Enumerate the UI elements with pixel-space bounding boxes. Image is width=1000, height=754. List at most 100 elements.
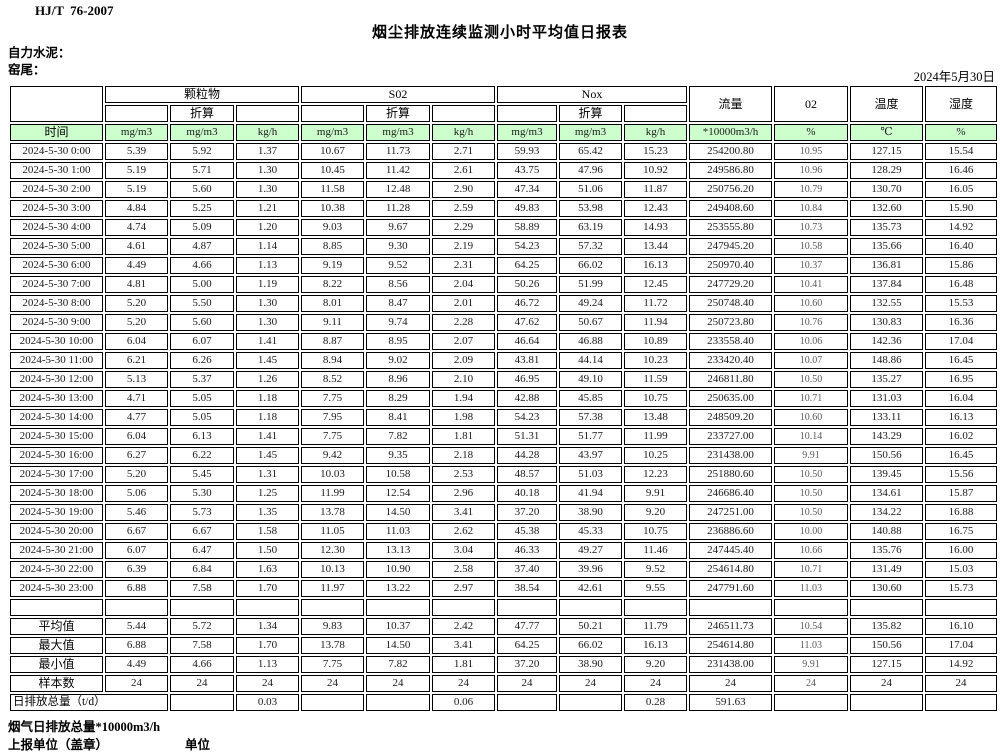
value-cell: 16.13 [624,637,687,654]
value-cell: 15.90 [925,200,997,217]
value-cell: 4.84 [105,200,168,217]
value-cell: 6.07 [170,333,234,350]
value-cell: 3.04 [432,542,495,559]
value-cell: 148.86 [850,352,923,369]
total-row-label: 日排放总量（t/d） [10,694,168,711]
value-cell: 2.90 [432,181,495,198]
value-cell: 12.45 [624,276,687,293]
data-row: 2024-5-30 9:00 5.20 5.60 1.30 9.11 9.74 2.28 47… [10,314,997,331]
value-cell: 10.50 [774,466,848,483]
value-cell: 10.13 [301,561,364,578]
value-cell: 10.54 [774,618,848,635]
value-cell: 10.41 [774,276,848,293]
value-cell: 5.72 [170,618,234,635]
value-cell: 8.29 [366,390,430,407]
value-cell: 11.73 [366,143,430,160]
value-cell: 7.82 [366,428,430,445]
value-cell: 11.79 [624,618,687,635]
value-cell: 233420.40 [689,352,772,369]
value-cell: 6.04 [105,333,168,350]
value-cell: 1.58 [236,523,299,540]
time-cell: 2024-5-30 11:00 [10,352,103,369]
value-cell: 1.18 [236,409,299,426]
value-cell: 4.66 [170,656,234,673]
value-cell: 247791.60 [689,580,772,597]
value-cell: 1.30 [236,295,299,312]
value-cell: 9.83 [301,618,364,635]
value-cell: 7.75 [301,656,364,673]
value-cell: 10.76 [774,314,848,331]
empty-cell [774,694,848,711]
value-cell: 53.98 [559,200,622,217]
value-cell: 12.23 [624,466,687,483]
value-cell: 16.95 [925,371,997,388]
value-cell: 50.21 [559,618,622,635]
value-cell: 16.13 [925,409,997,426]
summary-row: 最小值 4.49 4.66 1.13 7.75 7.82 1.81 37.20 38.90 9.2… [10,656,997,673]
value-cell: 246511.73 [689,618,772,635]
value-cell: 12.54 [366,485,430,502]
value-cell: 57.32 [559,238,622,255]
value-cell: 251880.60 [689,466,772,483]
value-cell: 13.44 [624,238,687,255]
value-cell: 16.10 [925,618,997,635]
value-cell: 10.89 [624,333,687,350]
value-cell: 135.27 [850,371,923,388]
empty-cell [925,694,997,711]
value-cell: 15.73 [925,580,997,597]
empty-cell [10,599,103,616]
value-cell: 16.88 [925,504,997,521]
time-cell: 2024-5-30 22:00 [10,561,103,578]
value-cell: 6.22 [170,447,234,464]
unit-header: % [925,124,997,141]
unit-header: ℃ [850,124,923,141]
empty-cell [497,105,557,122]
value-cell: 16.45 [925,352,997,369]
value-cell: 43.81 [497,352,557,369]
value-cell: 58.89 [497,219,557,236]
value-cell: 11.03 [774,637,848,654]
nox-group-header: Nox [497,86,687,103]
value-cell: 24 [689,675,772,692]
empty-cell [236,599,299,616]
empty-cell [170,694,234,711]
value-cell: 15.56 [925,466,997,483]
value-cell: 3.41 [432,637,495,654]
value-cell: 4.66 [170,257,234,274]
value-cell: 38.90 [559,656,622,673]
value-cell: 10.75 [624,390,687,407]
unit-header: mg/m3 [559,124,622,141]
value-cell: 44.28 [497,447,557,464]
value-cell: 46.72 [497,295,557,312]
value-cell: 249586.80 [689,162,772,179]
value-cell: 38.54 [497,580,557,597]
so2-group-header: S02 [301,86,495,103]
value-cell: 5.20 [105,314,168,331]
total-so2-kgh: 0.06 [432,694,495,711]
summary-label: 平均值 [10,618,103,635]
value-cell: 51.99 [559,276,622,293]
data-row: 2024-5-30 7:00 4.81 5.00 1.19 8.22 8.56 2.04 50… [10,276,997,293]
value-cell: 134.22 [850,504,923,521]
header-row-groups: 颗粒物 S02 Nox 流量 02 温度 湿度 [10,86,997,122]
value-cell: 9.91 [774,447,848,464]
data-row: 2024-5-30 8:00 5.20 5.50 1.30 8.01 8.47 2.01 46… [10,295,997,312]
value-cell: 5.45 [170,466,234,483]
value-cell: 4.49 [105,257,168,274]
value-cell: 10.07 [774,352,848,369]
value-cell: 5.00 [170,276,234,293]
value-cell: 254614.80 [689,637,772,654]
value-cell: 13.78 [301,504,364,521]
value-cell: 10.23 [624,352,687,369]
value-cell: 1.13 [236,656,299,673]
empty-cell [850,694,923,711]
value-cell: 9.74 [366,314,430,331]
footer-report-unit-label: 上报单位（盖章） [8,738,109,752]
value-cell: 10.38 [301,200,364,217]
value-cell: 10.50 [774,371,848,388]
value-cell: 11.03 [774,580,848,597]
report-title: 烟尘排放连续监测小时平均值日报表 [371,25,628,41]
value-cell: 233558.40 [689,333,772,350]
value-cell: 5.37 [170,371,234,388]
value-cell: 5.73 [170,504,234,521]
